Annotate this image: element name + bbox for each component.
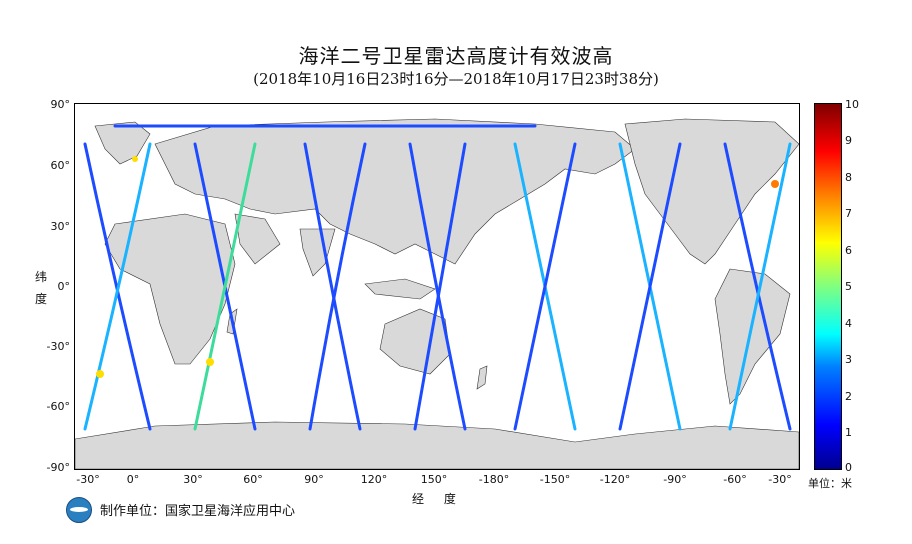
x-tick-2: 30° [183, 473, 203, 486]
track-5 [303, 142, 362, 431]
land-masses [75, 118, 799, 469]
high-wave-spots [96, 156, 779, 378]
land-india [299, 228, 336, 277]
land-arabia [234, 213, 281, 265]
track-12 [618, 142, 682, 431]
y-tick-90: 90° [50, 98, 71, 111]
colorbar-tick-10: 10 [845, 98, 859, 111]
y-tick-minus30: -30° [46, 340, 70, 353]
y-tick-60: 60° [50, 159, 71, 172]
spot-1 [96, 370, 104, 378]
y-axis-label-char-2: 度 [34, 292, 47, 306]
y-axis-label: 纬 度 [34, 266, 48, 310]
track-7 [408, 142, 467, 431]
track-2 [83, 142, 152, 431]
x-tick-4: 90° [304, 473, 324, 486]
x-tick-7: -180° [478, 473, 510, 486]
colorbar-unit: 单位：米 [808, 477, 852, 490]
x-tick-12: -30° [768, 473, 792, 486]
colorbar-tick-8: 8 [845, 171, 852, 184]
x-tick-1: 0° [126, 473, 140, 486]
colorbar-tick-7: 7 [845, 207, 852, 220]
x-tick-6: 150° [420, 473, 448, 486]
land-greenland [94, 121, 151, 165]
land-south-america [714, 268, 791, 405]
x-axis-label: 经 度 [412, 492, 464, 506]
track-14 [728, 142, 792, 431]
spot-2 [206, 358, 214, 366]
colorbar-tick-3: 3 [845, 353, 852, 366]
map-subtitle: (2018年10月16日23时16分—2018年10月17日23时38分) [253, 70, 659, 88]
x-tick-5: 120° [360, 473, 388, 486]
track-10 [513, 142, 577, 431]
land-australia [379, 308, 451, 375]
x-tick-3: 60° [243, 473, 263, 486]
y-tick-0: 0° [57, 280, 71, 293]
track-6 [308, 142, 367, 431]
spot-3 [771, 180, 779, 188]
colorbar-tick-1: 1 [845, 426, 852, 439]
satellite-tracks [83, 124, 792, 431]
colorbar [814, 103, 842, 470]
track-4 [193, 142, 257, 431]
track-1 [83, 142, 152, 431]
y-tick-minus90: -90° [46, 461, 70, 474]
x-tick-11: -60° [723, 473, 747, 486]
colorbar-tick-9: 9 [845, 134, 852, 147]
track-13 [723, 142, 792, 431]
y-tick-30: 30° [50, 220, 71, 233]
y-tick-minus60: -60° [46, 400, 70, 413]
colorbar-tick-5: 5 [845, 280, 852, 293]
map-frame [74, 103, 800, 470]
x-tick-9: -120° [599, 473, 631, 486]
land-indonesia [364, 278, 436, 300]
land-newzealand [476, 365, 488, 390]
x-tick-10: -90° [663, 473, 687, 486]
spot-4 [132, 156, 138, 162]
land-africa [104, 213, 236, 365]
y-axis-label-char-1: 纬 [34, 270, 47, 284]
map-canvas [75, 118, 799, 469]
track-8 [413, 142, 467, 431]
map-title: 海洋二号卫星雷达高度计有效波高 [298, 44, 614, 68]
x-tick-0: -30° [76, 473, 100, 486]
land-antarctica [75, 421, 799, 469]
colorbar-tick-6: 6 [845, 244, 852, 257]
producer-label: 制作单位：国家卫星海洋应用中心 [100, 504, 296, 519]
organization-logo-icon [66, 497, 92, 523]
colorbar-tick-4: 4 [845, 317, 852, 330]
land-north-america [624, 118, 799, 265]
x-tick-8: -150° [539, 473, 571, 486]
colorbar-tick-0: 0 [845, 461, 852, 474]
colorbar-tick-2: 2 [845, 390, 852, 403]
